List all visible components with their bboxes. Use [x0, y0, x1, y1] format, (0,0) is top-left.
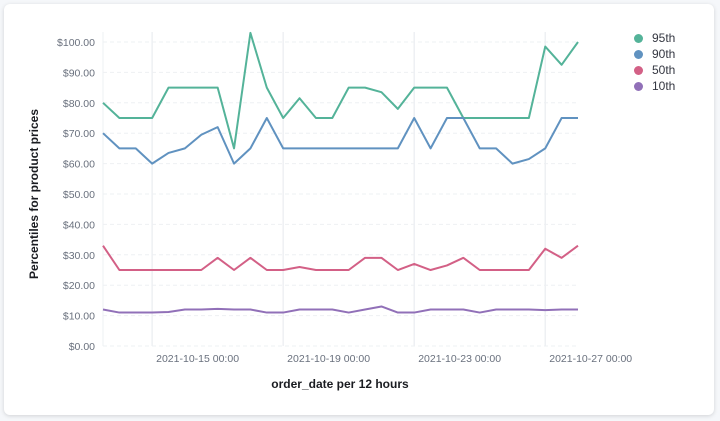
y-tick-label: $70.00	[63, 128, 95, 140]
legend-dot-icon	[634, 33, 643, 43]
legend-label: 50th	[652, 63, 676, 77]
y-tick-label: $90.00	[63, 67, 95, 79]
x-tick-label: 2021-10-23 00:00	[418, 353, 501, 365]
legend-dot-icon	[634, 49, 643, 59]
legend-dot-icon	[634, 65, 643, 75]
legend: 95th 90th 50th 10th	[634, 30, 675, 94]
y-tick-label: $20.00	[63, 280, 95, 292]
y-tick-label: $80.00	[63, 98, 95, 110]
series-line-10th	[102, 305, 578, 314]
series-line-50th	[102, 244, 579, 271]
y-tick-label: $10.00	[63, 311, 95, 323]
legend-item-95th[interactable]: 95th	[634, 30, 675, 46]
x-axis-title: order_date per 12 hours	[271, 377, 409, 391]
y-tick-label: $60.00	[63, 159, 95, 171]
legend-dot-icon	[634, 81, 643, 91]
x-tick-label: 2021-10-27 00:00	[549, 353, 632, 365]
y-tick-label: $0.00	[69, 341, 95, 353]
y-tick-label: $40.00	[63, 219, 95, 231]
legend-label: 90th	[652, 47, 676, 61]
series-line-95th	[102, 31, 579, 150]
legend-label: 10th	[652, 79, 676, 93]
series-line-90th	[102, 117, 578, 165]
y-tick-label: $30.00	[63, 250, 95, 262]
x-tick-label: 2021-10-19 00:00	[287, 353, 370, 365]
y-axis-title: Percentiles for product prices	[27, 109, 41, 279]
legend-item-90th[interactable]: 90th	[634, 46, 675, 62]
x-tick-label: 2021-10-15 00:00	[156, 353, 239, 365]
legend-label: 95th	[652, 31, 676, 45]
legend-item-50th[interactable]: 50th	[634, 62, 675, 78]
y-tick-label: $100.00	[57, 37, 95, 49]
legend-item-10th[interactable]: 10th	[634, 78, 675, 94]
y-tick-label: $50.00	[63, 189, 95, 201]
